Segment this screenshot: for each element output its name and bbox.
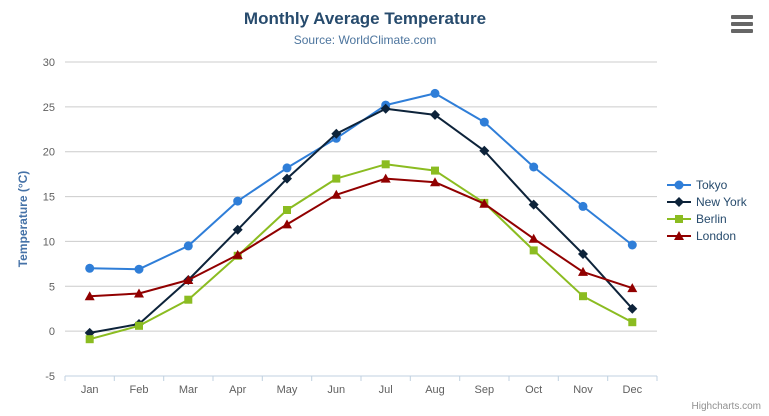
point-tokyo-may[interactable] [282, 163, 292, 173]
point-new-york-jun[interactable] [331, 128, 342, 139]
point-tokyo-mar[interactable] [183, 241, 193, 251]
point-tokyo-oct[interactable] [529, 162, 539, 172]
point-tokyo-jan[interactable] [85, 263, 95, 273]
point-new-york-jul[interactable] [380, 103, 391, 114]
series-line-new-york [88, 107, 634, 334]
point-london-aug[interactable] [430, 177, 440, 187]
point-london-nov[interactable] [578, 266, 588, 276]
point-new-york-sep[interactable] [479, 145, 490, 156]
point-tokyo-aug[interactable] [430, 88, 440, 98]
y-axis-tick-label: 25 [43, 102, 55, 114]
x-axis-tick-label: Oct [525, 384, 542, 396]
point-london-sep[interactable] [479, 198, 490, 208]
x-axis-tick-label: Nov [573, 384, 593, 396]
point-new-york-aug[interactable] [430, 109, 440, 120]
x-axis-tick-label: Aug [425, 384, 445, 396]
legend: Tokyo New York Berlin London [667, 177, 747, 243]
x-axis-tick-label: Apr [229, 384, 246, 396]
x-axis-tick-label: May [277, 384, 298, 396]
legend-label-berlin: Berlin [696, 211, 727, 226]
point-london-jan[interactable] [84, 291, 95, 301]
point-berlin-aug[interactable] [431, 166, 439, 175]
point-london-dec[interactable] [627, 283, 638, 293]
legend-label-london: London [696, 228, 737, 243]
hamburger-icon [731, 22, 753, 26]
chart-title: Monthly Average Temperature [243, 9, 487, 28]
point-berlin-mar[interactable] [184, 295, 193, 304]
legend-marker-shape-london [674, 230, 684, 240]
point-london-apr[interactable] [232, 249, 243, 259]
series-line-berlin [88, 163, 634, 341]
point-london-jul[interactable] [380, 173, 391, 183]
legend-marker-berlin-icon [667, 214, 691, 223]
point-london-mar[interactable] [183, 275, 194, 284]
point-tokyo-apr[interactable] [233, 196, 243, 206]
point-tokyo-feb[interactable] [134, 264, 144, 274]
point-berlin-dec[interactable] [628, 318, 637, 327]
point-tokyo-dec[interactable] [627, 240, 637, 250]
legend-marker-shape-tokyo [674, 180, 684, 189]
hamburger-icon [731, 29, 753, 33]
y-axis-tick-label: 30 [43, 57, 55, 69]
y-axis-tick-label: 20 [43, 147, 55, 159]
legend-item-tokyo[interactable]: Tokyo [667, 177, 747, 192]
point-new-york-oct[interactable] [528, 199, 539, 210]
series-line-tokyo [88, 92, 634, 271]
y-axis-tick-label: 15 [43, 192, 55, 204]
y-axis-tick-label: 10 [43, 236, 55, 248]
point-london-may[interactable] [282, 219, 292, 229]
x-axis-tick-label: Jan [81, 384, 99, 396]
legend-marker-shape-new-york [674, 196, 684, 207]
legend-marker-london-icon [667, 230, 691, 240]
point-berlin-jul[interactable] [381, 160, 390, 169]
point-new-york-apr[interactable] [232, 224, 243, 235]
point-new-york-nov[interactable] [578, 249, 588, 259]
export-menu-button[interactable] [730, 14, 754, 34]
legend-label-tokyo: Tokyo [696, 177, 728, 192]
x-axis-tick-label: Jul [379, 384, 393, 396]
legend-marker-shape-berlin [675, 214, 683, 223]
point-tokyo-sep[interactable] [479, 117, 489, 127]
point-berlin-may[interactable] [283, 206, 291, 214]
point-berlin-nov[interactable] [579, 292, 587, 301]
point-london-feb[interactable] [134, 288, 144, 298]
legend-item-london[interactable]: London [667, 228, 747, 243]
x-axis-tick-label: Sep [475, 384, 495, 396]
x-axis-tick-label: Mar [179, 384, 198, 396]
point-berlin-jun[interactable] [332, 174, 341, 183]
legend-marker-tokyo-icon [667, 180, 691, 189]
series-line-london [88, 177, 634, 298]
legend-item-new-york[interactable]: New York [667, 194, 747, 209]
credits-link[interactable]: Highcharts.com [691, 401, 761, 412]
y-axis-tick-label: 0 [49, 326, 55, 338]
x-axis-tick-label: Feb [130, 384, 149, 396]
point-tokyo-nov[interactable] [578, 201, 588, 211]
point-berlin-oct[interactable] [529, 246, 538, 255]
x-axis-tick-label: Jun [327, 384, 345, 396]
y-axis-title: Temperature (°C) [16, 171, 30, 268]
y-axis-tick-label: 5 [49, 281, 55, 293]
point-london-oct[interactable] [528, 233, 539, 243]
point-new-york-may[interactable] [282, 173, 292, 184]
hamburger-icon [731, 15, 753, 19]
point-berlin-jan[interactable] [85, 335, 94, 344]
chart-subtitle: Source: WorldClimate.com [293, 33, 437, 47]
point-new-york-dec[interactable] [627, 303, 638, 314]
point-berlin-feb[interactable] [135, 321, 143, 330]
legend-label-new-york: New York [696, 194, 747, 209]
point-london-jun[interactable] [331, 189, 342, 199]
legend-marker-new-york-icon [667, 196, 691, 207]
legend-item-berlin[interactable]: Berlin [667, 211, 747, 226]
x-axis-tick-label: Dec [623, 384, 643, 396]
y-axis-tick-label: -5 [45, 371, 55, 383]
